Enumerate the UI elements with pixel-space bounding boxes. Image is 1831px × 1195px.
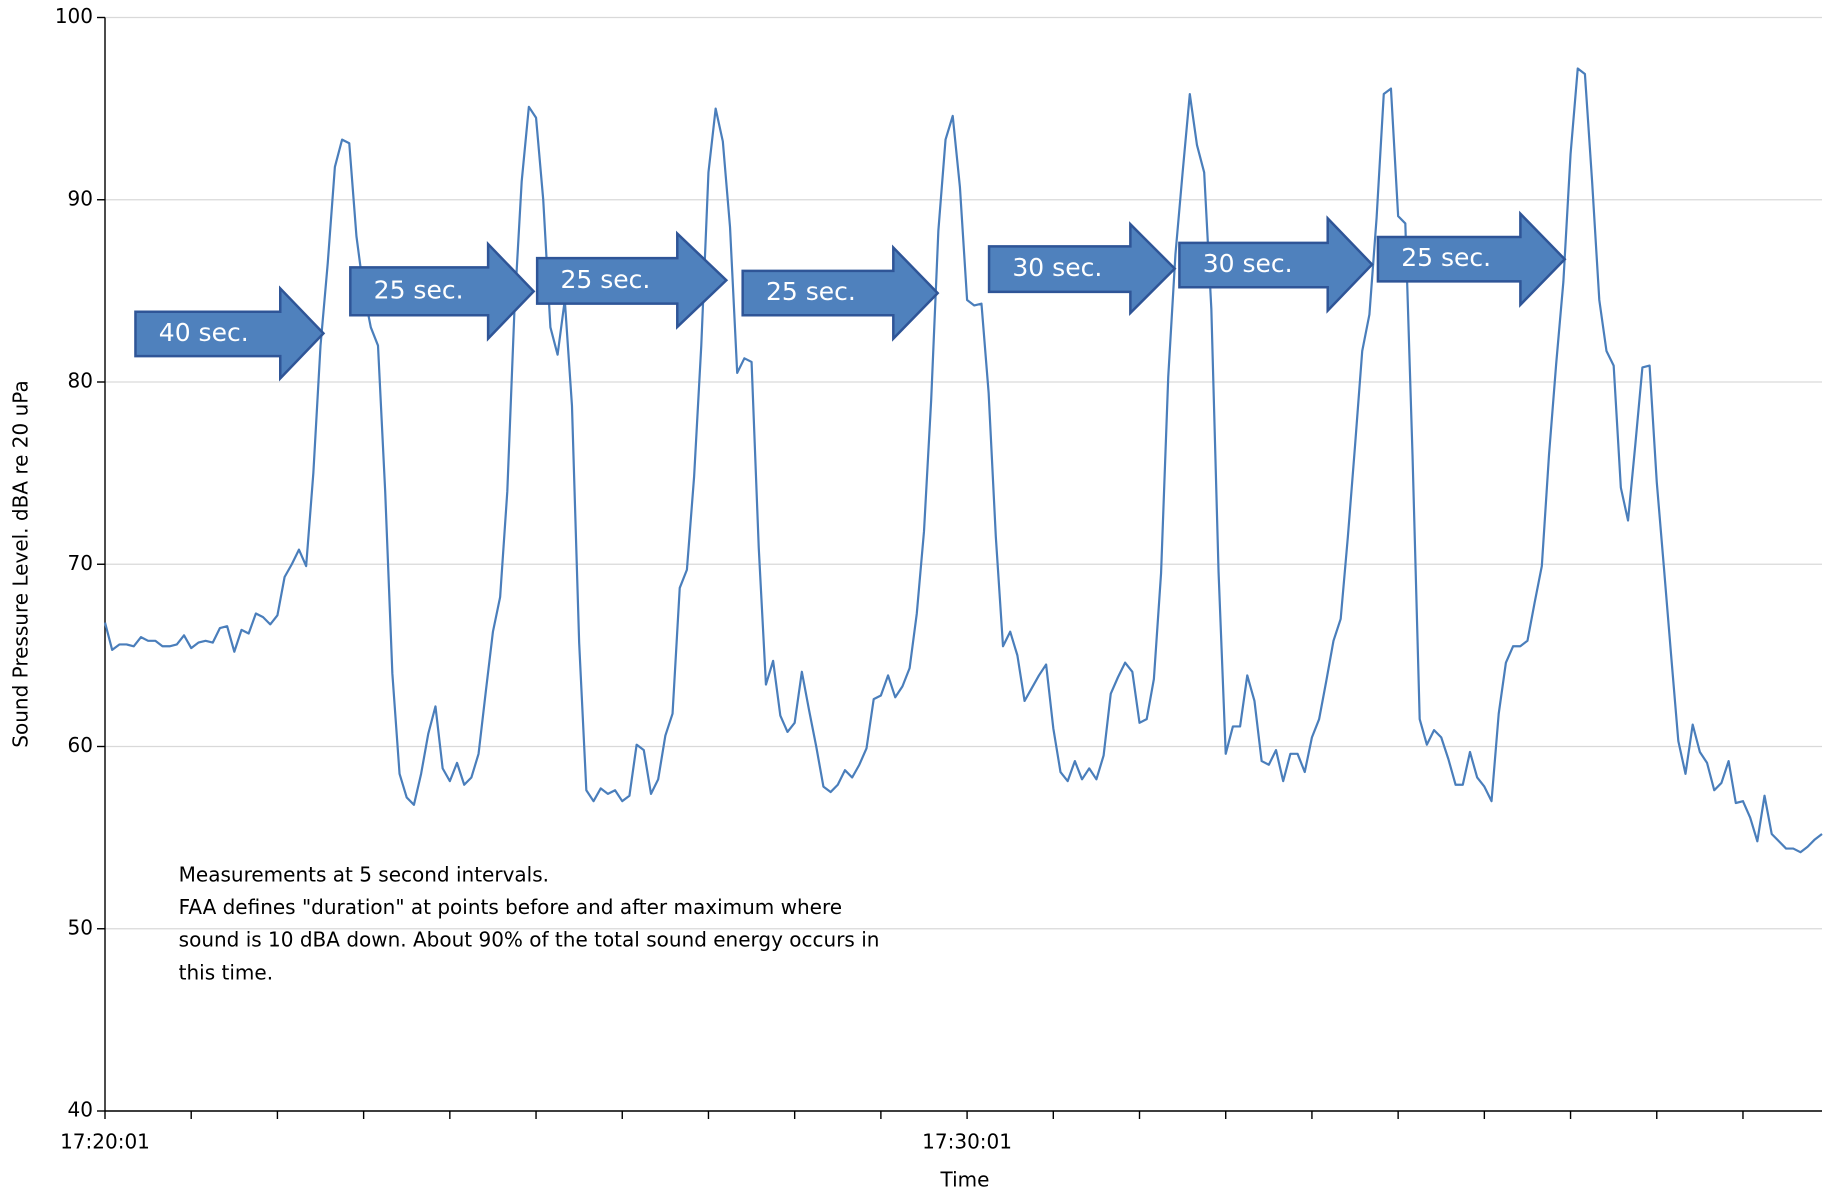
duration-arrow — [1376, 210, 1567, 308]
duration-arrow — [1178, 215, 1374, 314]
y-tick-label: 100 — [55, 4, 93, 28]
note-line: sound is 10 dBA down. About 90% of the t… — [179, 928, 880, 952]
y-tick-label: 70 — [68, 551, 93, 575]
note-line: Measurements at 5 second intervals. — [179, 862, 549, 886]
duration-label: 25 sec. — [1401, 243, 1491, 272]
duration-arrow — [987, 221, 1177, 316]
duration-arrow — [535, 230, 729, 330]
y-tick-label: 80 — [68, 369, 93, 393]
note-line: this time. — [179, 960, 273, 984]
y-tick-label: 60 — [68, 733, 93, 757]
duration-label: 30 sec. — [1203, 249, 1293, 278]
y-tick-label: 50 — [68, 915, 93, 939]
x-axis-label: Time — [940, 1168, 990, 1192]
x-tick-label: 17:30:01 — [922, 1130, 1012, 1154]
duration-label: 30 sec. — [1012, 253, 1102, 282]
duration-arrow — [134, 285, 326, 382]
note-line: FAA defines "duration" at points before … — [179, 895, 842, 919]
duration-label: 25 sec. — [766, 277, 856, 306]
duration-label: 40 sec. — [159, 318, 249, 347]
duration-arrow — [741, 244, 940, 342]
duration-arrow — [349, 240, 536, 342]
y-axis-label: Sound Pressure Level. dBA re 20 uPa — [9, 380, 33, 747]
x-tick-label: 17:20:01 — [60, 1130, 150, 1154]
series-line — [103, 67, 1823, 854]
duration-label: 25 sec. — [561, 265, 651, 294]
y-tick-label: 90 — [68, 186, 93, 210]
duration-label: 25 sec. — [374, 275, 464, 304]
y-tick-label: 40 — [68, 1098, 93, 1122]
